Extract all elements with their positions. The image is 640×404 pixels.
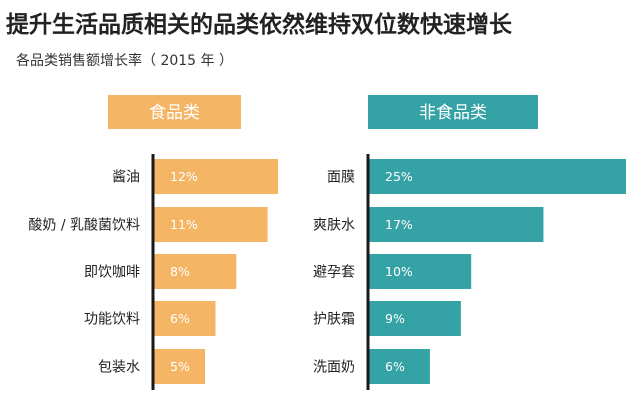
food-bar-3 [153, 301, 216, 336]
nonfood-category-label-1: 爽肤水 [313, 218, 355, 234]
nonfood-bar-3 [368, 301, 461, 336]
nonfood-value-label-3: 9% [385, 311, 405, 326]
nonfood-category-label-2: 避孕套 [313, 265, 355, 281]
nonfood-value-label-1: 17% [385, 217, 413, 232]
nonfood-category-label-3: 护肤霜 [313, 312, 355, 328]
food-category-label-1: 酸奶 / 乳酸菌饮料 [28, 218, 140, 234]
food-bar-0 [153, 159, 278, 194]
nonfood-bar-0 [368, 159, 626, 194]
food-category-label-3: 功能饮料 [84, 312, 140, 328]
nonfood-bar-1 [368, 207, 544, 242]
food-value-label-2: 8% [170, 264, 190, 279]
nonfood-header-box [368, 95, 538, 129]
food-bar-1 [153, 207, 268, 242]
food-value-label-1: 11% [170, 217, 198, 232]
nonfood-bar-4 [368, 349, 430, 384]
food-value-label-3: 6% [170, 311, 190, 326]
chart-subtitle: 各品类销售额增长率（ 2015 年 ） [16, 53, 233, 69]
food-category-label-0: 酱油 [112, 170, 140, 186]
food-header-box [108, 95, 241, 129]
nonfood-value-label-0: 25% [385, 169, 413, 184]
nonfood-category-label-0: 面膜 [327, 170, 355, 186]
food-bar-4 [153, 349, 206, 384]
food-header-label: 食品类 [149, 103, 200, 123]
nonfood-category-label-4: 洗面奶 [313, 360, 355, 376]
nonfood-value-label-2: 10% [385, 264, 413, 279]
food-value-label-4: 5% [170, 359, 190, 374]
nonfood-value-label-4: 6% [385, 359, 405, 374]
nonfood-header-label: 非食品类 [419, 103, 487, 123]
food-value-label-0: 12% [170, 169, 198, 184]
food-category-label-2: 即饮咖啡 [84, 265, 140, 281]
food-category-label-4: 包装水 [98, 360, 140, 376]
food-bar-2 [153, 254, 237, 289]
chart-title: 提升生活品质相关的品类依然维持双位数快速增长 [6, 12, 512, 38]
nonfood-bar-2 [368, 254, 472, 289]
